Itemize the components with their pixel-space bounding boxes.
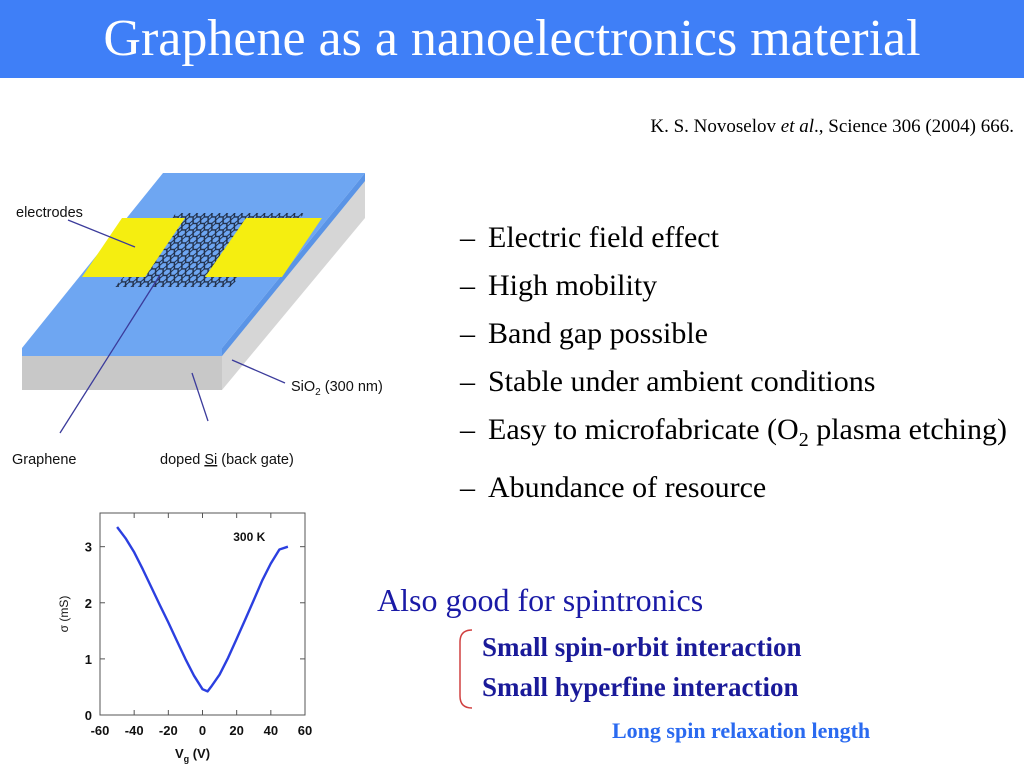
brace-bracket	[459, 629, 473, 709]
y-tick-label: 3	[85, 540, 92, 555]
slide-title: Graphene as a nanoelectronics material	[103, 10, 921, 67]
hyperfine-item: Small hyperfine interaction	[482, 672, 799, 702]
x-tick-label: -20	[159, 723, 178, 738]
y-tick-label: 1	[85, 652, 92, 667]
leader-electrodes	[67, 219, 136, 248]
property-list: – Electric field effect – High mobility – B…	[460, 220, 1020, 518]
bullet-dash: –	[460, 317, 475, 350]
x-tick-label: -40	[125, 723, 144, 738]
spin-relaxation-conclusion: Long spin relaxation length	[612, 718, 871, 743]
bullet-item: – High mobility	[460, 269, 658, 302]
citation-journal: ., Science 306 (2004) 666.	[814, 116, 1014, 137]
y-tick-label: 2	[85, 596, 92, 611]
label-doped-si: doped Si (back gate)	[160, 452, 294, 468]
oxide-layer-edge	[22, 348, 222, 356]
bullet-dash: –	[460, 413, 475, 446]
leader-graphene	[59, 274, 161, 434]
substrate-front-face	[22, 348, 222, 390]
label-graphene: Graphene	[12, 452, 77, 468]
citation-authors: K. S. Novoselov	[650, 116, 781, 137]
conductivity-plot: -60 -40 -20 0 20 40 60 0 1 2 3 300 K σ (mS) Vg (V)	[57, 512, 312, 764]
electrode-right	[205, 218, 322, 277]
bullet-dash: –	[460, 221, 475, 254]
temperature-annotation: 300 K	[233, 530, 265, 544]
bullet-item: – Stable under ambient conditions	[460, 365, 876, 398]
x-tick-label: 20	[229, 723, 243, 738]
label-sio2: SiO2 (300 nm)	[291, 379, 383, 398]
bullet-item: – Easy to microfabricate (O2 plasma etchi…	[460, 412, 1020, 458]
bullet-dash: –	[460, 365, 475, 398]
x-axis-label: Vg (V)	[175, 746, 210, 764]
x-tick-label: 0	[199, 723, 206, 738]
bullet-dash: –	[460, 471, 475, 504]
plot-frame	[99, 512, 306, 716]
x-tick-label: 60	[298, 723, 312, 738]
bullet-dash: –	[460, 269, 475, 302]
title-bar: Graphene as a nanoelectronics material	[0, 0, 1024, 78]
oxide-layer-edge-right	[222, 173, 365, 356]
graphene-device-diagram: electrodes SiO2 (300 nm) Graphene doped …	[12, 173, 383, 468]
bullet-item: – Band gap possible	[460, 317, 708, 350]
bullet-item: – Electric field effect	[460, 221, 719, 254]
spintronics-heading: Also good for spintronics	[377, 582, 704, 618]
leader-doped-si	[191, 372, 209, 422]
conductivity-curve	[116, 526, 289, 693]
x-tick-label: 40	[264, 723, 278, 738]
y-tick-label: 0	[85, 708, 92, 723]
substrate-right-face	[222, 173, 365, 390]
y-axis-label: σ (mS)	[57, 596, 71, 633]
citation: K. S. Novoselov et al., Science 306 (200…	[650, 116, 1014, 138]
x-tick-label: -60	[91, 723, 110, 738]
leader-sio2	[231, 359, 286, 384]
electrode-left	[82, 218, 185, 277]
spin-orbit-item: Small spin-orbit interaction	[482, 632, 802, 662]
bullet-item: – Abundance of resource	[460, 471, 767, 504]
citation-etal: et al	[780, 116, 815, 137]
label-electrodes: electrodes	[16, 205, 83, 221]
